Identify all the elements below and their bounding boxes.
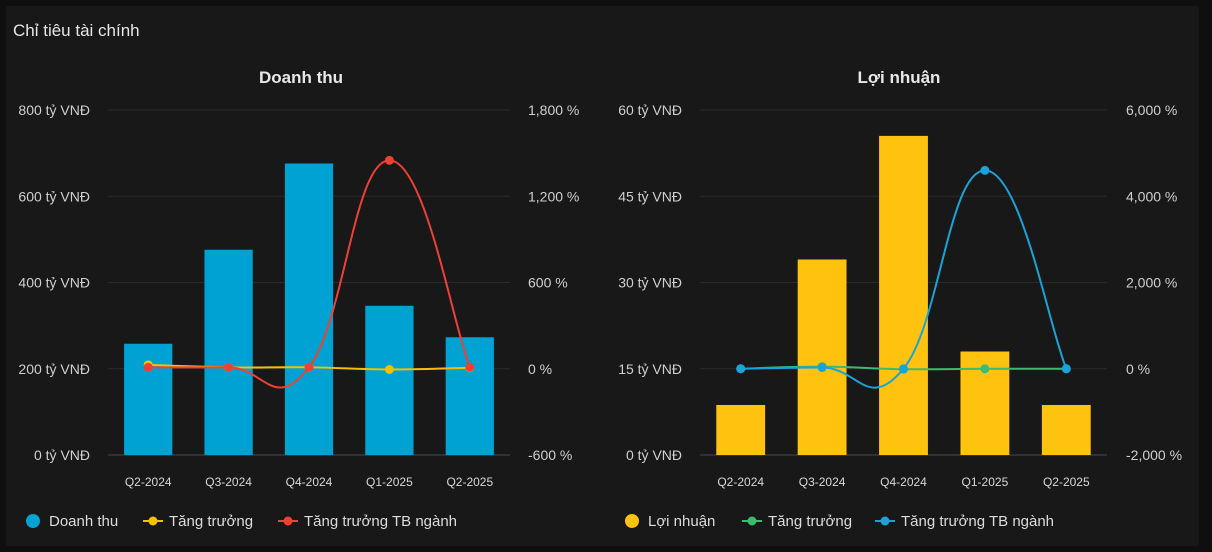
chart-title: Doanh thu	[259, 68, 343, 87]
x-tick-label: Q1-2025	[366, 475, 413, 489]
legend-item[interactable]: Doanh thu	[26, 513, 118, 530]
legend-item[interactable]: Tăng trưởng	[742, 513, 852, 530]
series-point[interactable]	[384, 364, 394, 374]
y2-tick-label: 2,000 %	[1126, 275, 1177, 291]
legend-marker	[26, 514, 40, 528]
x-tick-label: Q2-2024	[717, 475, 764, 489]
legend-item[interactable]: Tăng trưởng TB ngành	[875, 513, 1054, 530]
y2-tick-label: -600 %	[528, 447, 572, 463]
y-tick-label: 30 tỷ VNĐ	[618, 275, 682, 291]
x-tick-label: Q3-2024	[799, 475, 846, 489]
y-tick-label: 0 tỷ VNĐ	[34, 447, 90, 463]
legend-marker	[148, 516, 158, 526]
series-point[interactable]	[224, 362, 234, 372]
y-tick-label: 600 tỷ VNĐ	[18, 188, 90, 204]
series-point[interactable]	[736, 364, 746, 374]
bar[interactable]	[879, 135, 928, 455]
y2-tick-label: 1,200 %	[528, 188, 579, 204]
legend-item[interactable]: Tăng trưởng	[143, 513, 253, 530]
x-tick-label: Q2-2025	[1043, 475, 1090, 489]
y-tick-label: 0 tỷ VNĐ	[626, 447, 682, 463]
bar[interactable]	[284, 163, 334, 455]
x-tick-label: Q3-2024	[205, 475, 252, 489]
legend-item[interactable]: Lợi nhuận	[625, 513, 715, 530]
bar[interactable]	[204, 249, 253, 455]
bar[interactable]	[797, 259, 847, 456]
series-point[interactable]	[465, 362, 475, 372]
series-point[interactable]	[980, 364, 990, 374]
y2-tick-label: 0 %	[1126, 361, 1150, 377]
chart-title: Lợi nhuận	[858, 68, 941, 87]
y2-tick-label: 1,800 %	[528, 102, 579, 118]
legend-label: Tăng trưởng TB ngành	[304, 513, 457, 530]
series-point[interactable]	[384, 155, 394, 165]
legend-marker	[283, 516, 293, 526]
legend-label: Tăng trưởng	[768, 513, 852, 530]
legend-label: Tăng trưởng TB ngành	[901, 513, 1054, 530]
legend-label: Lợi nhuận	[648, 513, 715, 530]
y-tick-label: 45 tỷ VNĐ	[618, 188, 682, 204]
series-point[interactable]	[304, 362, 314, 372]
series-line	[740, 169, 1068, 389]
chart-1: Doanh thu 0 tỷ VNĐ -600 % 200 tỷ VNĐ 0 % 400 …	[18, 68, 579, 530]
section-title: Chỉ tiêu tài chính	[13, 21, 140, 40]
y2-tick-label: 6,000 %	[1126, 102, 1177, 118]
chart-2: Lợi nhuận 0 tỷ VNĐ -2,000 % 15 tỷ VNĐ 0 % 30 …	[618, 68, 1182, 530]
legend-marker	[880, 516, 890, 526]
series-point[interactable]	[817, 362, 827, 372]
x-tick-label: Q2-2025	[446, 475, 493, 489]
x-tick-label: Q2-2024	[125, 475, 172, 489]
legend-label: Doanh thu	[49, 513, 118, 530]
legend-marker	[747, 516, 757, 526]
bar[interactable]	[1041, 404, 1091, 455]
y2-tick-label: 4,000 %	[1126, 188, 1177, 204]
series-point[interactable]	[899, 364, 908, 374]
y-tick-label: 60 tỷ VNĐ	[618, 102, 682, 118]
y-tick-label: 200 tỷ VNĐ	[18, 361, 90, 377]
legend-label: Tăng trưởng	[169, 513, 253, 530]
bar[interactable]	[445, 337, 494, 455]
series-point[interactable]	[980, 165, 990, 175]
x-tick-label: Q4-2024	[286, 475, 333, 489]
y2-tick-label: 600 %	[528, 275, 568, 291]
bar[interactable]	[365, 305, 414, 455]
bar[interactable]	[716, 404, 766, 455]
y-tick-label: 400 tỷ VNĐ	[18, 275, 90, 291]
y-tick-label: 800 tỷ VNĐ	[18, 102, 90, 118]
legend-marker	[625, 514, 639, 528]
x-tick-label: Q1-2025	[962, 475, 1009, 489]
series-point[interactable]	[1061, 364, 1071, 374]
legend-item[interactable]: Tăng trưởng TB ngành	[278, 513, 457, 530]
y-tick-label: 15 tỷ VNĐ	[618, 361, 682, 377]
y2-tick-label: -2,000 %	[1126, 447, 1182, 463]
series-point[interactable]	[143, 362, 153, 372]
y2-tick-label: 0 %	[528, 361, 552, 377]
x-tick-label: Q4-2024	[880, 475, 927, 489]
